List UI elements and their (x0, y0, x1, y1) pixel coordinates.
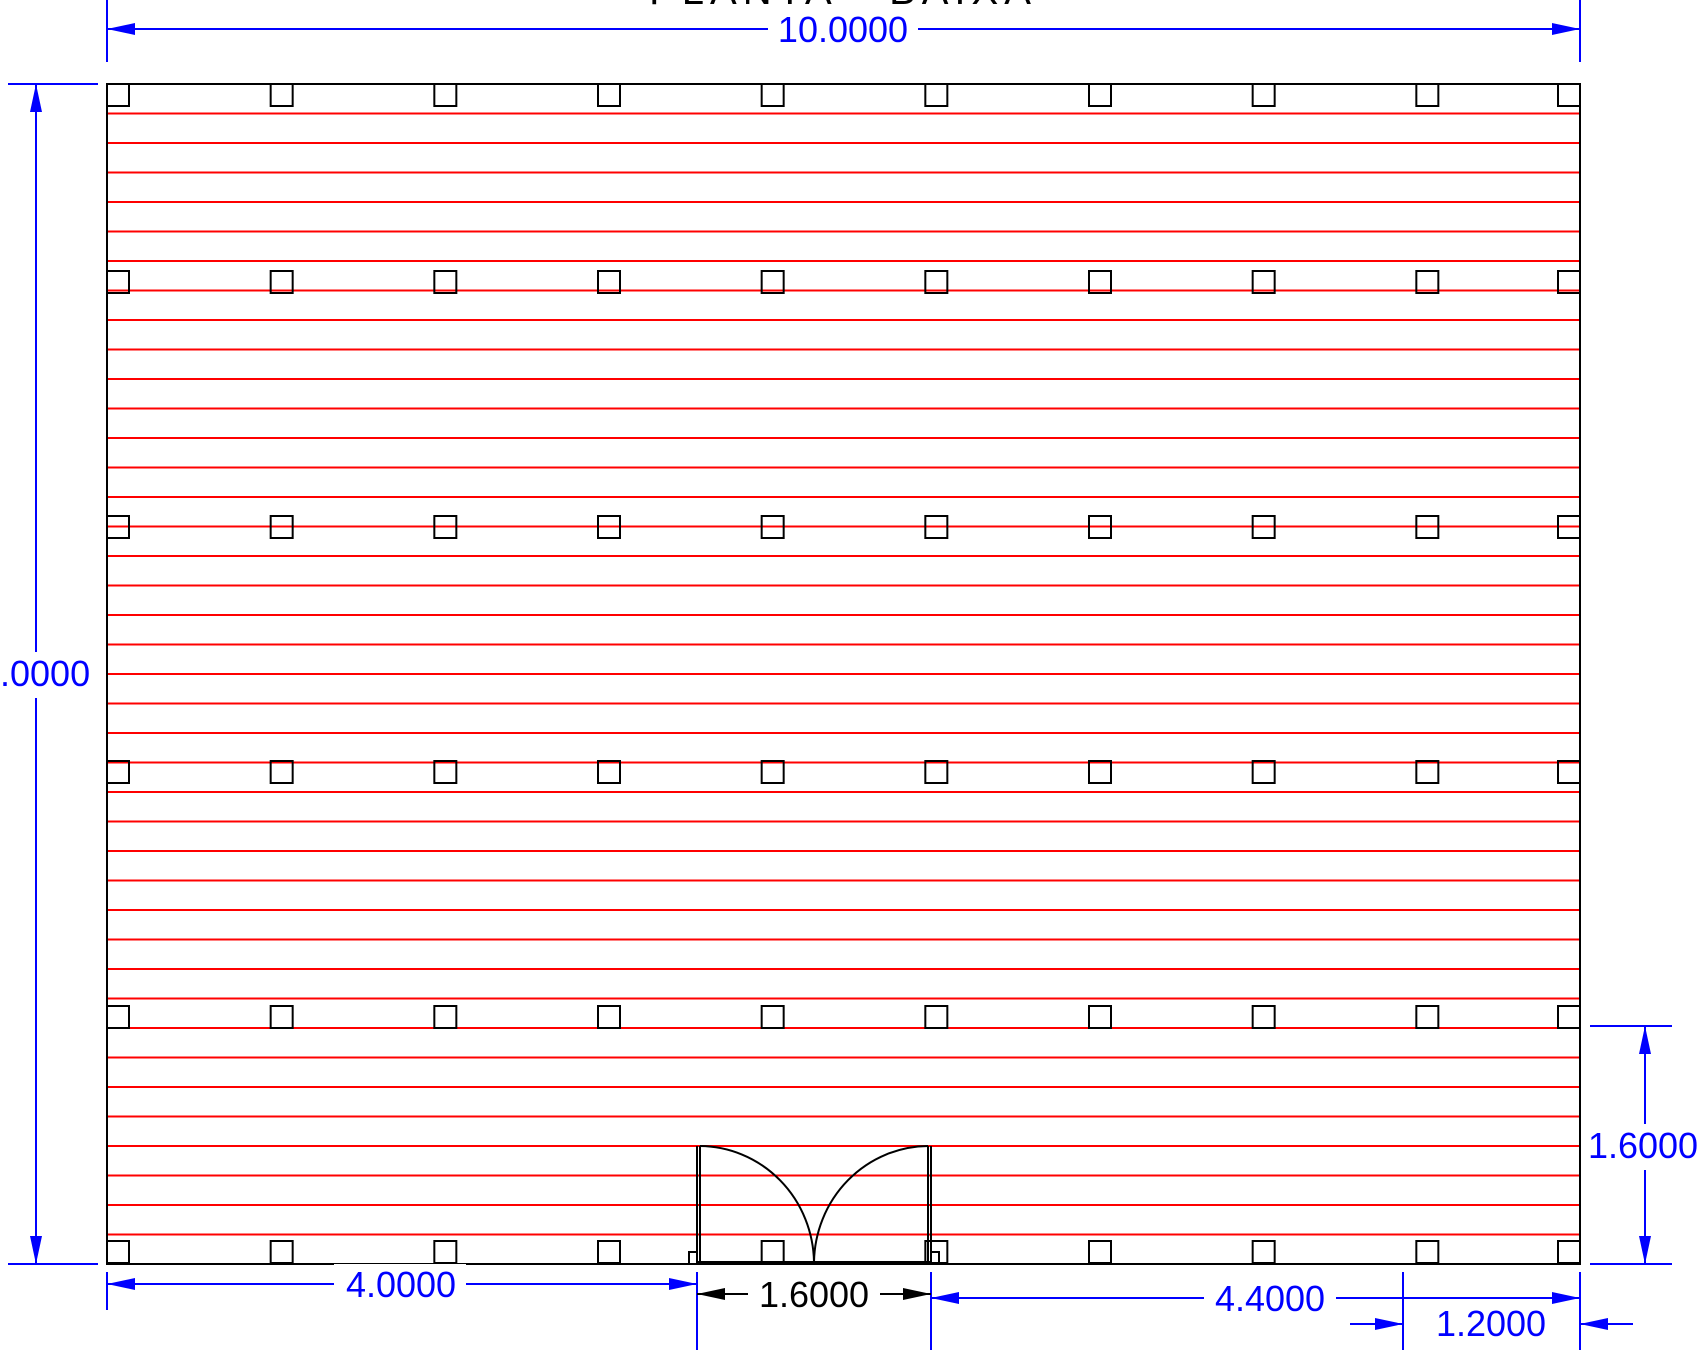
drawing-title: PLANTA - BAIXA (649, 0, 1037, 13)
post-square (433, 1005, 458, 1029)
label-bg-right (1586, 1124, 1700, 1170)
post-square (106, 760, 130, 784)
post-square (597, 83, 621, 107)
post-square (269, 1005, 294, 1029)
arrow-bay-left (1375, 1318, 1403, 1330)
arrow-offset-right (669, 1278, 697, 1290)
post-square (269, 83, 294, 107)
post-square (924, 1005, 949, 1029)
post-square (597, 1005, 621, 1029)
door-stop-left (688, 1251, 698, 1265)
label-bg-right-offset (1204, 1278, 1336, 1320)
post-square (1088, 760, 1112, 784)
post-square (1088, 83, 1112, 107)
dim-door-width: 1.6000 (759, 1274, 869, 1315)
label-bg-left-offset (334, 1264, 466, 1306)
arrow-left-top (30, 84, 42, 112)
post-square (1088, 515, 1112, 539)
arrow-left-bottom (30, 1236, 42, 1264)
post-square (1557, 760, 1581, 784)
post-square (597, 1240, 621, 1264)
arrow-top-left (107, 23, 135, 35)
post-square (106, 83, 130, 107)
post-square (269, 515, 294, 539)
plan-outline (106, 83, 1581, 1265)
post-square (433, 83, 458, 107)
arrow-right-offset-left (931, 1292, 959, 1304)
post-square (269, 1240, 294, 1264)
post-square (1415, 515, 1440, 539)
post-square (106, 270, 130, 294)
post-square (1557, 1005, 1581, 1029)
post-square (1415, 1005, 1440, 1029)
post-square (269, 270, 294, 294)
post-square (433, 1240, 458, 1264)
post-square (1415, 760, 1440, 784)
dim-overall-height: .0000 (0, 653, 90, 694)
post-square (1088, 1005, 1112, 1029)
post-square (1557, 515, 1581, 539)
dim-overall-width: 10.0000 (778, 9, 908, 50)
post-square (1557, 1240, 1581, 1264)
post-square (1557, 83, 1581, 107)
post-square (924, 760, 949, 784)
arrow-right-offset-right (1552, 1292, 1580, 1304)
dim-lower-bay-height: 1.6000 (1588, 1125, 1698, 1166)
post-square (924, 270, 949, 294)
post-square (1251, 1005, 1276, 1029)
post-square (433, 760, 458, 784)
post-square (1088, 1240, 1112, 1264)
dim-last-bay: 1.2000 (1436, 1303, 1546, 1344)
post-square (597, 270, 621, 294)
post-square (1251, 515, 1276, 539)
arrow-bay-right (1580, 1318, 1608, 1330)
dim-left-offset: 4.0000 (346, 1264, 456, 1305)
post-square (924, 515, 949, 539)
double-door (688, 1145, 940, 1265)
label-bg-left (0, 652, 98, 698)
post-square (433, 270, 458, 294)
post-square (760, 1240, 785, 1264)
post-square (269, 760, 294, 784)
arrow-right-top (1639, 1026, 1651, 1054)
arrow-right-bottom (1639, 1236, 1651, 1264)
arrow-offset-left (107, 1278, 135, 1290)
post-square (597, 760, 621, 784)
door-swing-right (813, 1145, 929, 1263)
post-square (1251, 83, 1276, 107)
post-square (433, 515, 458, 539)
post-square (760, 83, 785, 107)
label-bg-door (748, 1274, 880, 1316)
post-square (1415, 83, 1440, 107)
post-square (1415, 270, 1440, 294)
post-square (597, 515, 621, 539)
post-square (1251, 760, 1276, 784)
post-square (106, 1005, 130, 1029)
post-square (1251, 1240, 1276, 1264)
door-stop-right (930, 1251, 940, 1265)
post-square (1251, 270, 1276, 294)
slat-lines (107, 112, 1580, 1236)
post-square (1415, 1240, 1440, 1264)
post-square (760, 760, 785, 784)
post-square (106, 515, 130, 539)
post-grid (106, 83, 1581, 1264)
post-square (106, 1240, 130, 1264)
post-square (924, 83, 949, 107)
post-square (1557, 270, 1581, 294)
post-square (760, 270, 785, 294)
dim-right-offset: 4.4000 (1215, 1278, 1325, 1319)
post-square (760, 1005, 785, 1029)
arrow-top-right (1552, 23, 1580, 35)
post-square (760, 515, 785, 539)
post-square (1088, 270, 1112, 294)
label-bg-top (768, 8, 918, 50)
door-swing-left (699, 1145, 815, 1263)
arrow-door-left (697, 1288, 725, 1300)
arrow-door-right (903, 1288, 931, 1300)
